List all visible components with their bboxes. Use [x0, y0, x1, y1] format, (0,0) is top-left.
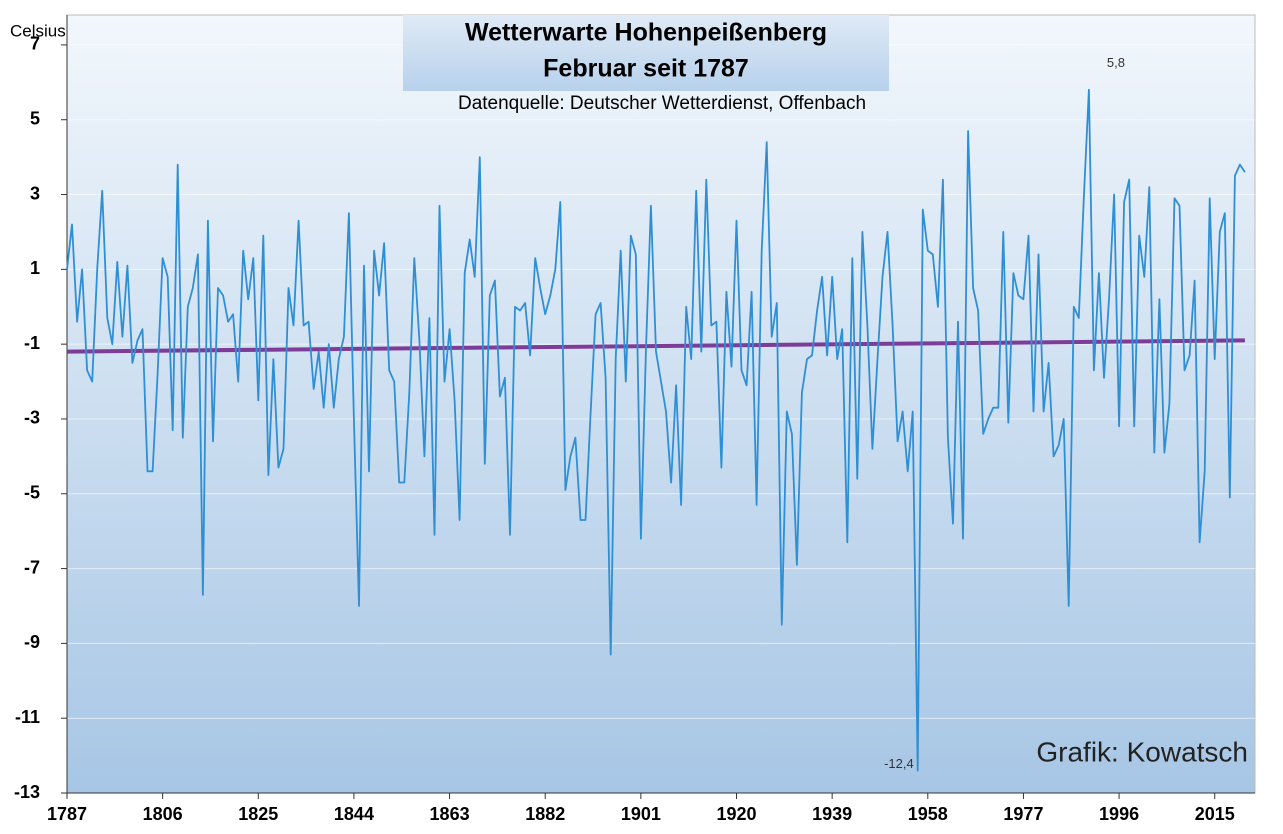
y-tick-label: -9 [24, 632, 40, 652]
y-tick-label: -5 [24, 483, 40, 503]
x-tick-label: 1825 [238, 804, 278, 824]
y-tick-label: 7 [30, 34, 40, 54]
x-tick-label: 1806 [143, 804, 183, 824]
title-box [403, 15, 889, 91]
y-tick-label: -11 [15, 707, 40, 727]
x-tick-label: 2015 [1195, 804, 1235, 824]
subtitle: Datenquelle: Deutscher Wetterdienst, Off… [458, 93, 866, 114]
x-tick-label: 1958 [908, 804, 948, 824]
y-tick-label: -7 [24, 557, 40, 577]
x-tick-label: 1882 [525, 804, 565, 824]
x-tick-label: 1901 [621, 804, 661, 824]
plot-area [66, 14, 1256, 794]
annotation: 5,8 [1107, 55, 1125, 70]
y-tick-label: -13 [14, 782, 40, 802]
y-tick-label: -3 [24, 408, 40, 428]
x-tick-label: 1939 [812, 804, 852, 824]
x-tick-label: 1996 [1099, 804, 1139, 824]
y-tick-label: 1 [30, 258, 40, 278]
annotation: -12,4 [884, 756, 914, 771]
x-tick-label: 1920 [716, 804, 756, 824]
y-tick-label: 3 [30, 183, 40, 203]
y-tick-label: 5 [30, 108, 40, 128]
data-line [66, 88, 1246, 772]
x-tick-label: 1863 [430, 804, 470, 824]
chart-title-2: Februar seit 1787 [543, 55, 749, 83]
x-tick-label: 1844 [334, 804, 374, 824]
y-axis-label: Celsius [10, 21, 66, 40]
y-tick-label: -1 [24, 333, 40, 353]
x-tick-label: 1787 [47, 804, 87, 824]
chart-title: Wetterwarte Hohenpeißenberg [465, 19, 827, 47]
x-tick-label: 1977 [1003, 804, 1043, 824]
credit: Grafik: Kowatsch [1036, 736, 1248, 767]
